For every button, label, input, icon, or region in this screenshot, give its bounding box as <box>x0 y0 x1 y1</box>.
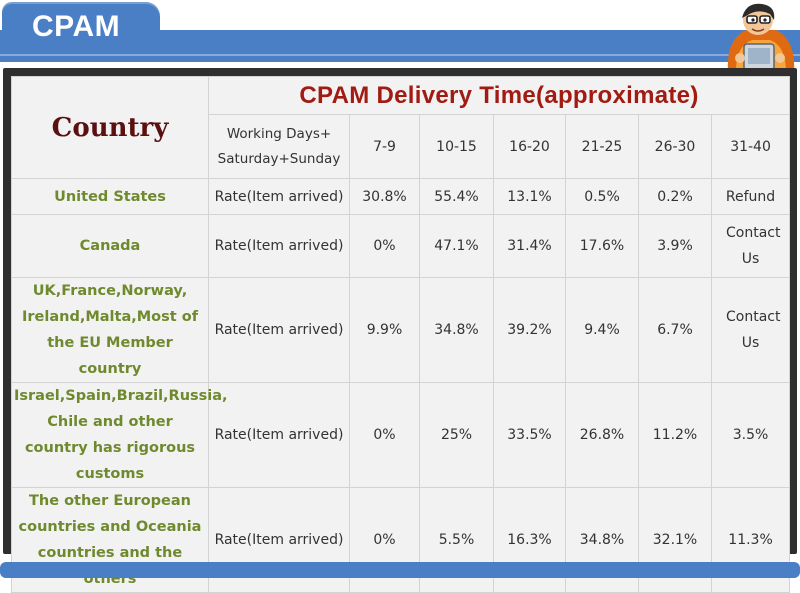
rate-cell: 9.4% <box>565 277 639 383</box>
rate-cell: 0% <box>349 214 420 278</box>
day-range-header: 21-25 <box>565 114 639 179</box>
rate-cell: 26.8% <box>565 382 639 488</box>
rate-cell: 9.9% <box>349 277 420 383</box>
day-range-header: 16-20 <box>493 114 566 179</box>
rate-cell: 31.4% <box>493 214 566 278</box>
rate-cell: 55.4% <box>419 178 494 215</box>
delivery-time-table: Country CPAM Delivery Time(approximate) … <box>11 76 791 593</box>
rate-cell: 39.2% <box>493 277 566 383</box>
header-tab: CPAM <box>2 2 160 54</box>
rate-cell: 30.8% <box>349 178 420 215</box>
row-label: Rate(Item arrived) <box>208 178 350 215</box>
rate-cell: Contact Us <box>710 214 791 278</box>
country-corner-label: Country <box>11 76 209 179</box>
day-range-header: 31-40 <box>710 114 791 179</box>
rate-cell: 0.2% <box>638 178 712 215</box>
country-name: Israel,Spain,Brazil,Russia, Chile and ot… <box>11 382 228 488</box>
header-stripe <box>0 54 800 56</box>
mascot-icon <box>727 3 795 72</box>
country-name: United States <box>11 178 209 215</box>
rate-cell: 25% <box>419 382 494 488</box>
rate-cell: 3.5% <box>710 382 791 488</box>
rate-cell: 33.5% <box>493 382 566 488</box>
table-row: United States Rate(Item arrived) 30.8% 5… <box>11 178 791 215</box>
day-range-header: 26-30 <box>638 114 712 179</box>
footer-band <box>0 562 800 578</box>
page-title: CPAM <box>32 10 121 43</box>
rate-cell: 17.6% <box>565 214 639 278</box>
table-title: CPAM Delivery Time(approximate) <box>207 76 791 115</box>
country-name: Canada <box>11 214 209 278</box>
table-row: Canada Rate(Item arrived) 0% 47.1% 31.4%… <box>11 214 791 278</box>
row-label: Rate(Item arrived) <box>208 277 350 383</box>
rate-cell: 6.7% <box>638 277 712 383</box>
table-row: Israel,Spain,Brazil,Russia, Chile and ot… <box>11 382 791 488</box>
rate-cell: 0% <box>349 382 420 488</box>
rate-cell: Contact Us <box>710 277 791 383</box>
column-header-label: Working Days+ Saturday+Sunday <box>208 114 350 179</box>
rate-cell: 3.9% <box>638 214 712 278</box>
rate-cell: Refund <box>710 178 791 215</box>
rate-cell: 0.5% <box>565 178 639 215</box>
day-range-header: 10-15 <box>419 114 494 179</box>
row-label: Rate(Item arrived) <box>208 214 350 278</box>
header-row: Working Days+ Saturday+Sunday 7-9 10-15 … <box>12 114 791 179</box>
country-name: UK,France,Norway, Ireland,Malta,Most of … <box>11 277 209 383</box>
rate-cell: 13.1% <box>493 178 566 215</box>
table-row: UK,France,Norway, Ireland,Malta,Most of … <box>11 277 791 383</box>
day-range-header: 7-9 <box>349 114 420 179</box>
rate-cell: 47.1% <box>419 214 494 278</box>
rate-cell: 34.8% <box>419 277 494 383</box>
rate-cell: 11.2% <box>638 382 712 488</box>
title-row: Country CPAM Delivery Time(approximate) <box>11 76 791 179</box>
row-label: Rate(Item arrived) <box>208 382 350 488</box>
